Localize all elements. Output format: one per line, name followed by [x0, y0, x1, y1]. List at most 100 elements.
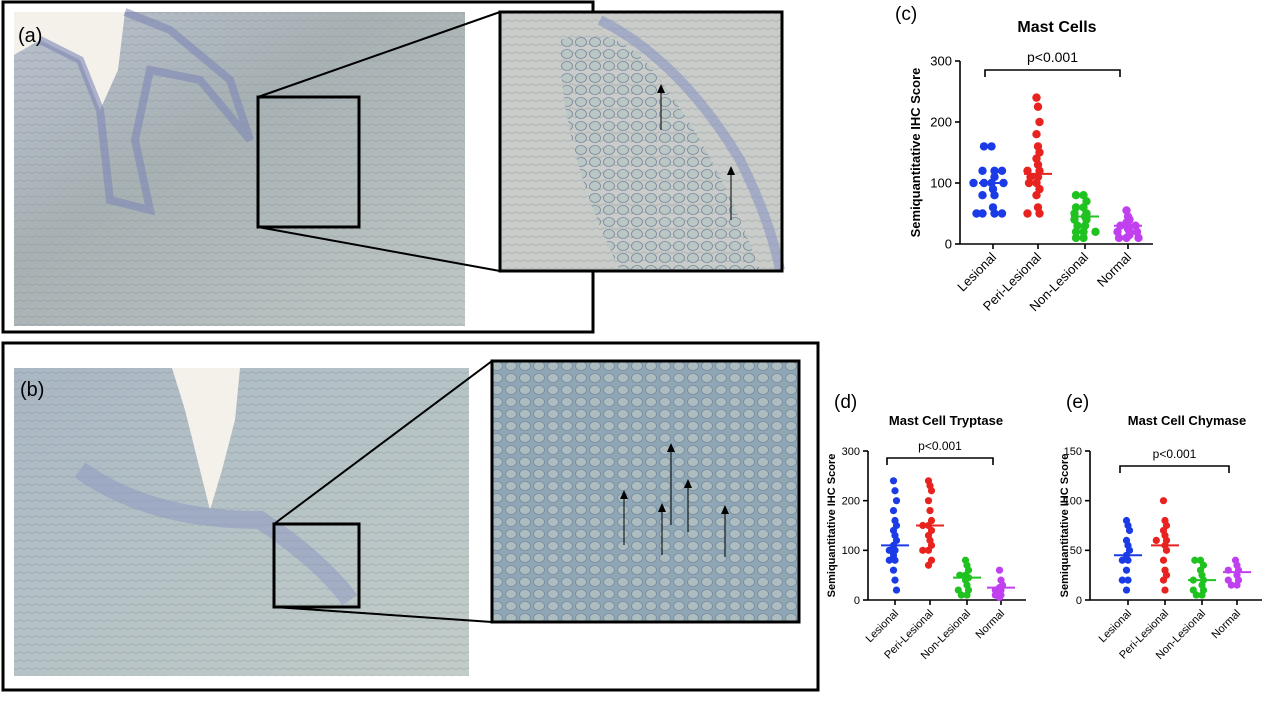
epidermis	[74, 462, 358, 606]
data-point	[1124, 576, 1132, 584]
y-tick-label: 150	[1064, 446, 1082, 458]
data-point	[997, 209, 1007, 218]
data-point	[1227, 581, 1235, 589]
data-point	[995, 566, 1004, 574]
annotation: p<0.001	[1027, 49, 1078, 65]
image-panel-a: (a)	[1, 0, 785, 334]
data-point	[1071, 191, 1081, 200]
data-point	[1118, 576, 1126, 584]
data-point	[1162, 546, 1171, 554]
data-point	[924, 561, 933, 569]
significance-bracket	[984, 69, 1121, 77]
data-point	[957, 591, 965, 599]
zoom-line	[273, 360, 493, 525]
zoom-frame	[498, 10, 784, 273]
data-point	[1233, 581, 1241, 589]
data-point	[1079, 227, 1088, 236]
data-point	[892, 497, 901, 505]
data-point	[1152, 536, 1160, 545]
y-tick-label: 200	[930, 115, 952, 130]
x-tick-label: Lesional	[954, 249, 999, 294]
data-point	[1023, 209, 1032, 218]
panel-label: (c)	[895, 4, 917, 25]
data-point	[1118, 556, 1126, 564]
y-tick-label: 100	[1064, 496, 1082, 508]
data-point	[1198, 591, 1206, 599]
y-tick-label: 0	[854, 595, 860, 607]
y-tick-label: 300	[842, 446, 860, 458]
data-point	[1024, 178, 1034, 188]
chart: (d) Mast Cell Tryptase Semiquantitative IH…	[826, 392, 1026, 662]
significance-bracket	[886, 457, 994, 465]
data-point	[924, 546, 933, 554]
data-point	[1124, 556, 1132, 564]
data-point	[919, 546, 927, 554]
data-point	[889, 477, 898, 485]
muscle	[560, 35, 760, 270]
zoom-frame	[490, 359, 801, 624]
data-point	[1091, 227, 1100, 236]
x-tick-label: Normal	[1210, 608, 1244, 642]
chart-title: Mast Cell Tryptase	[889, 413, 1003, 428]
data-point	[990, 191, 999, 200]
data-point	[885, 546, 893, 554]
zoom-line	[273, 606, 493, 623]
x-tick-label: Normal	[974, 608, 1008, 642]
y-axis-label: Semiquantitative IHC Score	[908, 68, 923, 238]
lumen	[172, 368, 240, 510]
y-tick-label: 100	[930, 176, 952, 191]
data-point	[889, 566, 898, 574]
data-point	[1122, 233, 1131, 243]
data-point	[1114, 233, 1124, 243]
arrows	[623, 450, 726, 557]
data-point	[927, 487, 936, 495]
image-panel-b: (b)	[1, 341, 820, 692]
data-point	[1071, 227, 1081, 236]
annotation: p<0.001	[918, 439, 962, 453]
data-point	[889, 507, 898, 515]
data-point	[990, 209, 999, 218]
epidermis	[38, 8, 254, 216]
data-point	[885, 556, 893, 564]
zoom-line	[257, 11, 501, 98]
data-point	[1035, 117, 1044, 127]
y-axis-label: Semiquantitative IHC Score	[826, 454, 838, 598]
chart-title: Mast Cells	[1017, 19, 1096, 36]
data-point	[963, 591, 971, 599]
data-point	[1071, 233, 1081, 243]
panel-label: (b)	[20, 379, 44, 401]
data-point	[926, 507, 934, 515]
data-point	[987, 142, 996, 151]
data-point	[1122, 586, 1131, 594]
data-point	[924, 497, 933, 505]
data-point	[972, 209, 981, 218]
chart-title: Mast Cell Chymase	[1128, 413, 1247, 428]
data-point	[1032, 191, 1041, 200]
data-point	[1032, 130, 1041, 139]
data-point	[978, 166, 987, 175]
x-tick-label: Lesional	[1097, 608, 1134, 645]
data-point	[978, 191, 987, 200]
zoom-texture	[492, 361, 799, 622]
stain-band	[597, 15, 785, 271]
panel-label: (e)	[1066, 392, 1089, 413]
panel-label: (a)	[18, 25, 42, 47]
y-tick-label: 0	[945, 237, 952, 252]
chart: (e) Mast Cell Chymase Semiquantitative IHC…	[1059, 392, 1262, 662]
data-point	[1192, 591, 1200, 599]
data-point	[997, 166, 1007, 175]
zoom-box	[272, 522, 361, 609]
data-point	[979, 142, 989, 151]
data-point	[1035, 209, 1044, 218]
data-point	[1125, 526, 1134, 535]
arrow-heads	[620, 443, 729, 514]
data-point	[1134, 233, 1143, 243]
data-point	[1159, 576, 1168, 584]
data-point	[1032, 93, 1041, 102]
y-tick-label: 50	[1070, 545, 1082, 557]
y-tick-label: 200	[842, 496, 860, 508]
data-point	[1159, 556, 1168, 564]
x-tick-label: Normal	[1094, 249, 1134, 289]
data-point	[969, 178, 978, 188]
data-point	[891, 556, 899, 564]
